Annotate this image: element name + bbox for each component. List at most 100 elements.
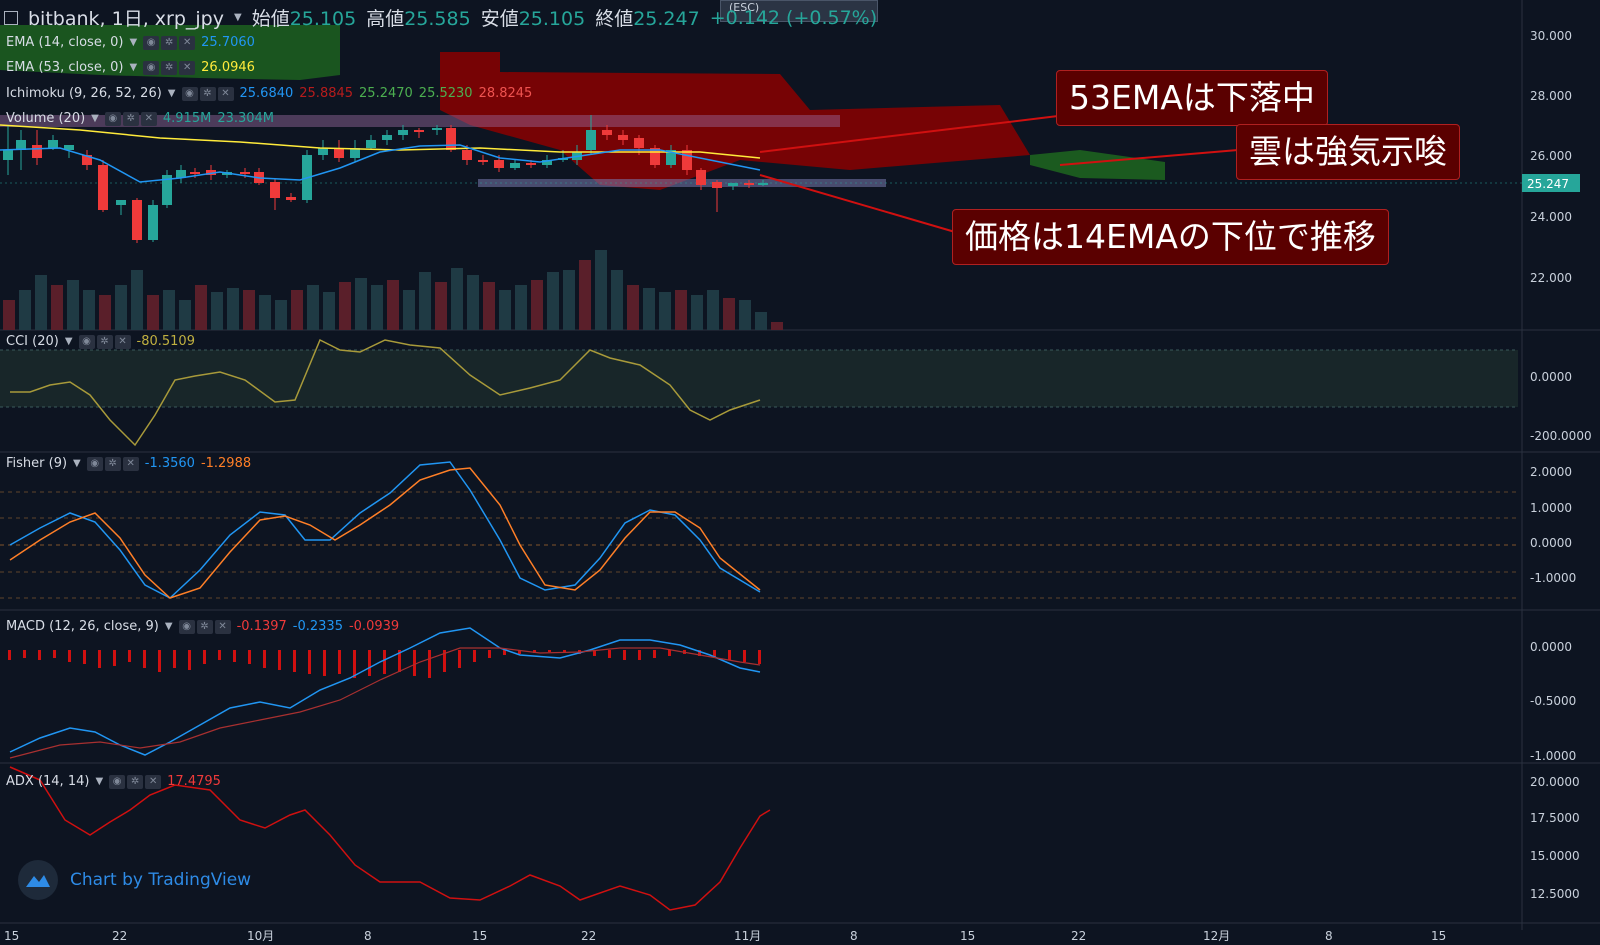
- macd-histogram-bar: [338, 650, 341, 674]
- chevron-down-icon[interactable]: ▼: [91, 113, 99, 124]
- candle-body: [64, 145, 74, 150]
- low-value: 25.105: [518, 8, 586, 30]
- collapse-icon[interactable]: [4, 10, 18, 25]
- esc-hint[interactable]: (ESC): [720, 0, 878, 22]
- price-tick-label: 30.000: [1530, 29, 1572, 43]
- candle-body: [398, 130, 408, 135]
- indicator-buttons[interactable]: ◉ ✲ ✕: [181, 86, 234, 101]
- macd-histogram-bar: [38, 650, 41, 660]
- eye-icon: ◉: [143, 60, 160, 75]
- candle-body: [618, 135, 628, 140]
- volume-bar: [211, 292, 223, 330]
- legend-ichimoku[interactable]: Ichimoku (9, 26, 52, 26) ▼ ◉ ✲ ✕ 25.6840 25…: [6, 86, 533, 101]
- candle-body: [586, 130, 596, 150]
- indicator-buttons[interactable]: ◉ ✲ ✕: [143, 35, 196, 50]
- macd-histogram-bar: [563, 650, 566, 653]
- macd-histogram-bar: [713, 650, 716, 658]
- macd-histogram-bar: [698, 650, 701, 656]
- macd-histogram-bar: [308, 650, 311, 674]
- symbol-header: bitbank, 1日, xrp_jpy ▼ 始値25.105 高値25.585…: [4, 4, 877, 31]
- candle-body: [16, 140, 26, 150]
- legend-adx[interactable]: ADX (14, 14) ▼ ◉ ✲ ✕ 17.4795: [6, 774, 221, 789]
- chevron-down-icon[interactable]: ▼: [129, 62, 138, 73]
- callout-connector: [759, 115, 1059, 153]
- current-price-tag: [1522, 174, 1580, 192]
- legend-ema14[interactable]: EMA (14, close, 0) ▼ ◉ ✲ ✕ 25.7060: [6, 35, 255, 50]
- macd-histogram-bar: [173, 650, 176, 668]
- chevron-down-icon[interactable]: ▼: [164, 621, 173, 632]
- chevron-down-icon[interactable]: ▼: [64, 336, 73, 347]
- ema53-line: [0, 124, 761, 159]
- indicator-buttons[interactable]: ◉ ✲ ✕: [143, 60, 196, 75]
- macd-tick-label: -1.0000: [1530, 749, 1576, 763]
- adx-tick-label: 15.0000: [1530, 849, 1580, 863]
- macd-histogram-bar: [608, 650, 611, 658]
- macd-histogram-bar: [653, 650, 656, 658]
- volume-bar: [467, 275, 479, 330]
- change-value: +0.142 (+0.57%): [709, 6, 878, 29]
- cci-band: [0, 350, 1518, 407]
- gear-icon: ✲: [127, 774, 144, 789]
- candle-body: [650, 148, 660, 165]
- price-tick-label: 24.000: [1530, 210, 1572, 224]
- indicator-buttons[interactable]: ◉ ✲ ✕: [109, 774, 162, 789]
- cci-line: [10, 338, 761, 447]
- fisher-tick-label: 2.0000: [1530, 465, 1572, 479]
- candle-body: [318, 148, 328, 155]
- open-value: 25.105: [289, 8, 357, 30]
- adx-tick-label: 17.5000: [1530, 811, 1580, 825]
- macd-histogram-bar: [638, 650, 641, 660]
- gear-icon: ✲: [96, 334, 113, 349]
- volume-bar: [243, 290, 255, 330]
- volume-bar: [147, 295, 159, 330]
- volume-bar: [739, 300, 751, 330]
- candle-body: [162, 175, 172, 205]
- high-value: 25.585: [404, 8, 471, 30]
- volume-bar: [339, 282, 351, 330]
- macd-histogram-bar: [398, 650, 401, 672]
- volume-bar: [99, 295, 111, 330]
- legend-ema53[interactable]: EMA (53, close, 0) ▼ ◉ ✲ ✕ 26.0946: [6, 60, 255, 75]
- macd-histogram-bar: [368, 650, 371, 676]
- price-tick-label: 28.000: [1530, 89, 1572, 103]
- candle-body: [32, 145, 42, 158]
- macd-histogram-bar: [428, 650, 431, 678]
- macd-histogram-bar: [248, 650, 251, 664]
- chevron-down-icon[interactable]: ▼: [233, 12, 242, 23]
- indicator-buttons[interactable]: ◉ ✲ ✕: [178, 619, 231, 634]
- chevron-down-icon[interactable]: ▼: [167, 88, 176, 99]
- volume-bar: [83, 290, 95, 330]
- macd-histogram-bar: [68, 650, 71, 662]
- fisher-signal-line: [9, 467, 761, 599]
- legend-macd[interactable]: MACD (12, 26, close, 9) ▼ ◉ ✲ ✕ -0.1397 -0.…: [6, 619, 400, 634]
- candle-body: [148, 205, 158, 240]
- candle-body: [240, 172, 250, 174]
- indicator-buttons[interactable]: ◉ ✲ ✕: [86, 456, 139, 471]
- macd-histogram-bar: [83, 650, 86, 664]
- chevron-down-icon[interactable]: ▼: [129, 37, 138, 48]
- time-tick-label: 10月: [247, 929, 274, 943]
- volume-bar: [403, 290, 415, 330]
- volume-bar: [451, 268, 463, 330]
- macd-histogram-bar: [263, 650, 266, 668]
- symbol-title[interactable]: bitbank, 1日, xrp_jpy: [28, 8, 224, 30]
- volume-bar: [595, 250, 607, 330]
- indicator-buttons[interactable]: ◉ ✲ ✕: [104, 111, 157, 126]
- cci-tick-label: -200.0000: [1530, 429, 1592, 443]
- macd-histogram-bar: [143, 650, 146, 668]
- chevron-down-icon[interactable]: ▼: [73, 458, 81, 469]
- volume-bar: [659, 292, 671, 330]
- chevron-down-icon[interactable]: ▼: [95, 776, 104, 787]
- indicator-buttons[interactable]: ◉ ✲ ✕: [78, 334, 131, 349]
- time-tick-label: 8: [364, 929, 372, 943]
- macd-histogram-bar: [188, 650, 191, 670]
- ichimoku-cloud-green: [0, 25, 340, 80]
- legend-volume[interactable]: Volume (20) ▼ ◉ ✲ ✕ 4.915M 23.304M: [6, 111, 275, 126]
- price-tick-label: 26.000: [1530, 149, 1572, 163]
- volume-bar: [643, 288, 655, 330]
- tradingview-branding[interactable]: Chart by TradingView: [18, 860, 251, 900]
- candle-body: [350, 148, 360, 158]
- legend-cci[interactable]: CCI (20) ▼ ◉ ✲ ✕ -80.5109: [6, 334, 195, 349]
- legend-fisher[interactable]: Fisher (9) ▼ ◉ ✲ ✕ -1.3560 -1.2988: [6, 456, 252, 471]
